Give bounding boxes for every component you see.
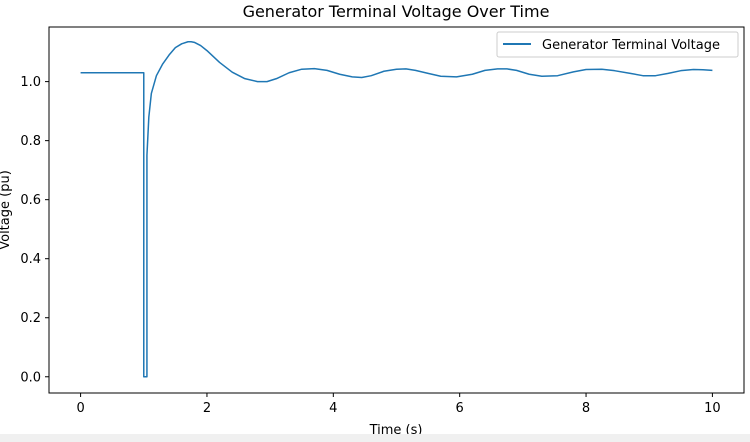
bottom-strip [0, 434, 750, 442]
x-tick-label: 2 [203, 401, 211, 416]
y-tick-label: 1.0 [20, 75, 41, 90]
legend-box [496, 31, 739, 58]
chart-title: Generator Terminal Voltage Over Time [243, 2, 550, 21]
x-tick-label: 8 [582, 401, 590, 416]
y-axis-label: Voltage (pu) [0, 170, 13, 250]
x-tick-label: 4 [329, 401, 337, 416]
y-tick-label: 0.2 [20, 311, 41, 326]
y-tick-label: 0.8 [20, 134, 41, 149]
x-tick-label: 0 [76, 401, 84, 416]
y-axis: 0.0 0.2 0.4 0.6 0.8 1.0 [20, 75, 49, 385]
legend-label: Generator Terminal Voltage [542, 38, 720, 53]
x-tick-label: 10 [704, 401, 721, 416]
series-line-generator-terminal-voltage [80, 41, 713, 378]
legend: Generator Terminal Voltage [496, 31, 739, 58]
x-tick-label: 6 [456, 401, 464, 416]
y-tick-label: 0.6 [20, 193, 41, 208]
x-axis: 0 2 4 6 8 10 [76, 393, 721, 416]
plot-area [48, 26, 745, 394]
y-tick-label: 0.0 [20, 370, 41, 385]
y-tick-label: 0.4 [20, 252, 41, 267]
